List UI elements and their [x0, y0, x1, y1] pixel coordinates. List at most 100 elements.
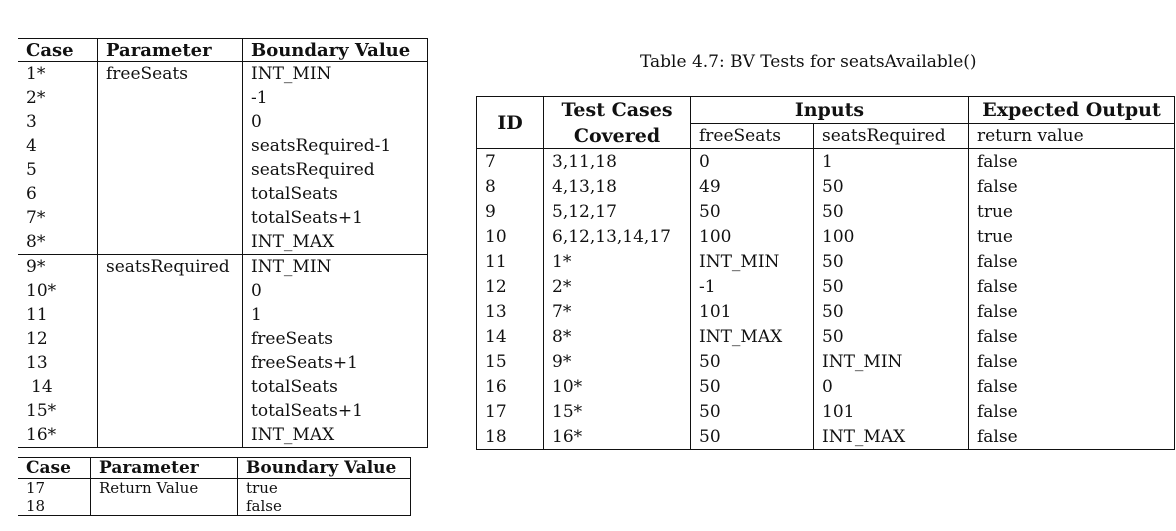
free-seats-cell: 49 [690, 174, 814, 199]
table-row: 6 totalSeats [18, 182, 428, 206]
parameter-cell [97, 375, 243, 399]
table-row: 14 totalSeats [18, 375, 428, 399]
free-seats-cell: 0 [690, 148, 814, 174]
case-cell: 15* [18, 399, 98, 423]
test-cases-cell: 3,11,18 [543, 148, 691, 174]
header-parameter: Parameter [97, 38, 243, 62]
seats-required-cell: 50 [813, 249, 969, 274]
parameter-cell [97, 303, 243, 327]
test-cases-cell: 8* [543, 324, 691, 349]
case-cell: 1* [18, 61, 98, 86]
header-row: Case Parameter Boundary Value [18, 38, 428, 62]
id-cell: 17 [476, 399, 544, 424]
table-row: 8* INT_MAX [18, 230, 428, 255]
parameter-cell [97, 158, 243, 182]
table-row: 10 6,12,13,14,17 100 100 true [476, 224, 1175, 249]
case-cell: 12 [18, 327, 98, 351]
table-row: 17 Return Value true [18, 478, 411, 497]
free-seats-cell: INT_MIN [690, 249, 814, 274]
case-cell: 3 [18, 110, 98, 134]
free-seats-cell: 50 [690, 374, 814, 399]
return-value-cell: true [977, 226, 1013, 247]
header-inputs: Inputs [690, 96, 969, 124]
header-expected-output: Expected Output [968, 96, 1175, 124]
id-cell: 9 [476, 199, 544, 224]
table-row: 13 7* 101 50 false [476, 299, 1175, 324]
case-cell: 17 [18, 478, 91, 497]
case-cell: 18 [18, 497, 91, 516]
header-boundary-value: Boundary Value [237, 457, 411, 479]
parameter-cell: seatsRequired [97, 254, 243, 279]
table-row: 16* INT_MAX [18, 423, 428, 448]
parameter-cell [97, 206, 243, 230]
case-cell: 16* [18, 423, 98, 448]
return-value-cell: false [977, 326, 1018, 347]
table-row: 8 4,13,18 49 50 false [476, 174, 1175, 199]
id-cell: 14 [476, 324, 544, 349]
subheader-row: Covered freeSeats seatsRequired return v… [477, 123, 1175, 149]
return-value-cell: false [977, 176, 1018, 197]
seats-required-cell: 1 [813, 148, 969, 174]
seats-required-cell: 100 [813, 224, 969, 249]
boundary-value-cell: INT_MAX [242, 423, 428, 448]
table-row: 13 freeSeats+1 [18, 351, 428, 375]
return-value-cell: true [977, 201, 1013, 222]
boundary-value-cell: 1 [242, 303, 428, 327]
header-boundary-value: Boundary Value [242, 38, 428, 62]
parameter-cell [97, 279, 243, 303]
test-cases-cell: 1* [543, 249, 691, 274]
table-row: 18 false [18, 497, 411, 516]
table-row: 2* -1 [18, 86, 428, 110]
seats-required-cell: 50 [813, 324, 969, 349]
subheader-free-seats: freeSeats [690, 123, 814, 149]
table-row: 15 9* 50 INT_MIN false [476, 349, 1175, 374]
table-row: 15* totalSeats+1 [18, 399, 428, 423]
table-row: 17 15* 50 101 false [476, 399, 1175, 424]
table-row: 5 seatsRequired [18, 158, 428, 182]
seats-required-cell: 101 [813, 399, 969, 424]
parameter-cell [97, 182, 243, 206]
seats-required-cell: 50 [813, 299, 969, 324]
header-id: ID [476, 96, 544, 149]
table-row: 18 16* 50 INT_MAX false [476, 424, 1175, 450]
boundary-value-cell: seatsRequired-1 [242, 134, 428, 158]
boundary-value-cell: seatsRequired [242, 158, 428, 182]
return-value-cell: false [977, 276, 1018, 297]
case-cell: 9* [18, 254, 98, 279]
return-value-table: Case Parameter Boundary Value 17 Return V… [18, 457, 411, 516]
free-seats-cell: 50 [690, 349, 814, 374]
test-cases-cell: 7* [543, 299, 691, 324]
case-cell: 4 [18, 134, 98, 158]
test-cases-cell: 15* [543, 399, 691, 424]
test-cases-cell: 6,12,13,14,17 [543, 224, 691, 249]
free-seats-cell: -1 [690, 274, 814, 299]
header-covered: Covered [543, 123, 691, 149]
table-row: 4 seatsRequired-1 [18, 134, 428, 158]
case-cell: 10* [18, 279, 98, 303]
case-cell: 2* [18, 86, 98, 110]
table-row: 11 1 [18, 303, 428, 327]
table-row: 12 2* -1 50 false [476, 274, 1175, 299]
parameter-cell: Return Value [90, 478, 238, 497]
seats-required-cell: 50 [813, 199, 969, 224]
table-row: 16 10* 50 0 false [476, 374, 1175, 399]
test-cases-cell: 2* [543, 274, 691, 299]
free-seats-cell: INT_MAX [690, 324, 814, 349]
parameter-cell [97, 399, 243, 423]
id-cell: 12 [476, 274, 544, 299]
subheader-seats-required: seatsRequired [813, 123, 969, 149]
bv-tests-table: ID Test Cases Inputs Expected Output Cov… [476, 96, 1175, 450]
free-seats-cell: 100 [690, 224, 814, 249]
id-cell: 16 [476, 374, 544, 399]
case-cell: 7* [18, 206, 98, 230]
boundary-values-table: Case Parameter Boundary Value 1* freeSeat… [18, 38, 428, 448]
free-seats-cell: 50 [690, 199, 814, 224]
boundary-value-cell: freeSeats+1 [242, 351, 428, 375]
free-seats-cell: 50 [690, 399, 814, 424]
parameter-cell [97, 110, 243, 134]
table-row: 11 1* INT_MIN 50 false [476, 249, 1175, 274]
return-value-cell: false [977, 301, 1018, 322]
table-row: 7 3,11,18 0 1 false [476, 148, 1175, 174]
test-cases-cell: 10* [543, 374, 691, 399]
